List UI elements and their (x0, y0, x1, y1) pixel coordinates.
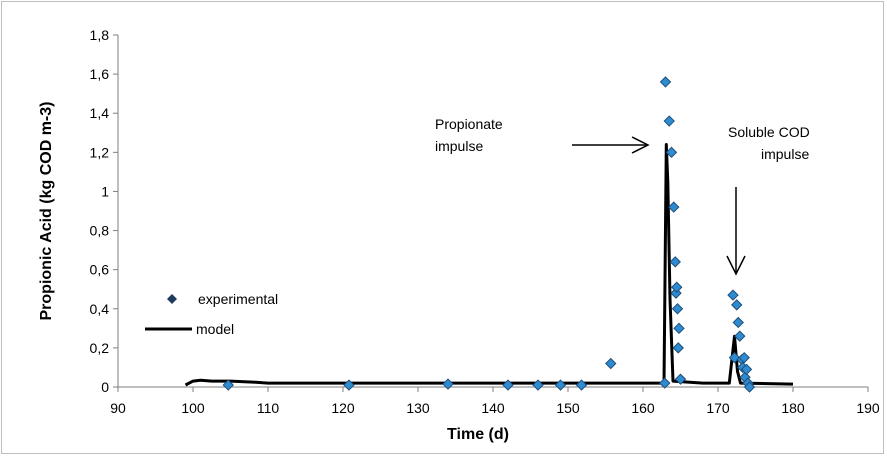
x-tick-label: 100 (181, 400, 205, 416)
axes: 0 0,2 0,4 0,6 0,8 1 1,2 1,4 1,6 1,8 90 100 110 120 130… (90, 27, 880, 416)
x-tick-label: 90 (110, 400, 126, 416)
y-tick-label: 0 (101, 379, 109, 395)
experimental-point (668, 201, 680, 213)
experimental-point (672, 342, 684, 354)
experimental-point (727, 289, 739, 301)
experimental-point (731, 299, 743, 311)
experimental-point (659, 377, 671, 389)
experimental-point (605, 357, 617, 370)
experimental-series (222, 76, 756, 393)
y-tick-label: 1,8 (90, 27, 110, 43)
experimental-point (343, 379, 355, 391)
experimental-point (732, 316, 744, 329)
y-tick-label: 0,2 (90, 340, 110, 356)
x-tick-label: 150 (556, 400, 580, 416)
experimental-point (575, 379, 588, 391)
model-line (184, 143, 794, 387)
legend-experimental-label: experimental (198, 291, 278, 307)
experimental-point (738, 351, 750, 364)
experimental-point (502, 379, 514, 391)
annotation-propionate-line1: Propionate (435, 116, 503, 132)
annotations: Propionate impulse Soluble COD impulse (435, 116, 810, 276)
experimental-point (671, 281, 683, 293)
legend: experimental model (145, 291, 278, 337)
experimental-point (222, 379, 234, 391)
experimental-point (674, 373, 687, 385)
experimental-point (663, 115, 675, 127)
experimental-point (659, 76, 672, 88)
y-tick-label: 0,8 (90, 223, 110, 239)
x-axis-title: Time (d) (447, 426, 509, 443)
legend-model-label: model (196, 321, 234, 337)
x-tick-label: 160 (631, 400, 655, 416)
experimental-point (665, 146, 678, 159)
annotation-cod-line1: Soluble COD (728, 124, 810, 140)
experimental-point (671, 303, 684, 315)
y-tick-label: 1,2 (90, 144, 110, 160)
y-tick-label: 0,4 (90, 301, 110, 317)
x-tick-label: 180 (781, 400, 805, 416)
y-tick-label: 1,6 (90, 66, 110, 82)
model-series (184, 143, 794, 387)
experimental-point (740, 363, 753, 376)
x-tick-label: 110 (257, 400, 280, 416)
experimental-point (669, 256, 681, 268)
experimental-point (743, 381, 756, 393)
experimental-point (673, 322, 685, 335)
y-tick-label: 1 (101, 183, 109, 199)
x-tick-label: 190 (856, 400, 880, 416)
legend-experimental-marker (167, 294, 177, 304)
x-tick-label: 170 (706, 400, 730, 416)
y-axis-title: Propionic Acid (kg COD m-3) (38, 102, 55, 321)
experimental-point (442, 378, 454, 390)
experimental-point (734, 330, 746, 342)
annotation-propionate-line2: impulse (435, 138, 483, 154)
x-tick-label: 120 (331, 400, 355, 416)
experimental-point (532, 379, 544, 391)
annotation-propionate-arrow-head (631, 136, 650, 154)
annotation-cod-arrow-head (726, 255, 746, 276)
experimental-point (554, 379, 567, 391)
y-tick-label: 1,4 (90, 105, 110, 121)
x-tick-label: 140 (481, 400, 505, 416)
annotation-cod-line2: impulse (761, 146, 809, 162)
y-tick-label: 0,6 (90, 262, 110, 278)
x-tick-label: 130 (406, 400, 430, 416)
